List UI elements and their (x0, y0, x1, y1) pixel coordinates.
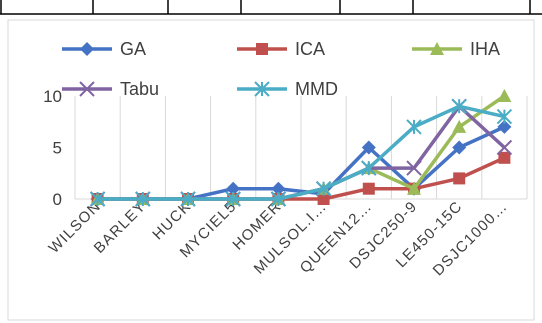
legend: GA ICA IHA Tabu MMD (62, 39, 500, 99)
legend-label: ICA (295, 39, 325, 59)
legend-item-iha: IHA (412, 39, 500, 59)
grid-lines (74, 96, 528, 199)
legend-item-ga: GA (62, 39, 146, 59)
data-point-ica (317, 193, 330, 205)
data-point-ga (497, 119, 512, 134)
legend-marker (80, 42, 94, 56)
legend-marker (254, 81, 270, 97)
data-point-ga (452, 140, 467, 155)
data-point-mmd (89, 191, 106, 207)
data-point-iha (497, 89, 512, 102)
series-line-mmd (97, 104, 505, 201)
data-point-ga (271, 181, 286, 196)
data-point-mmd (406, 119, 422, 135)
data-point-ga (226, 181, 241, 196)
data-point-mmd (270, 191, 287, 207)
series-layer (89, 89, 513, 207)
data-point-iha (407, 181, 421, 195)
legend-marker (256, 43, 268, 55)
data-point-ica (453, 172, 466, 185)
data-point-ica (498, 151, 511, 164)
data-point-mmd (315, 180, 332, 197)
data-point-mmd (180, 191, 196, 207)
legend-label: MMD (295, 79, 338, 99)
legend-label: IHA (470, 39, 500, 59)
legend-marker (430, 42, 444, 55)
table-border-strip (0, 0, 542, 15)
data-point-tabu (496, 139, 513, 156)
y-tick-label: 10 (43, 87, 62, 106)
y-tick-label: 0 (53, 190, 62, 209)
data-point-mmd (496, 108, 513, 125)
chart-frame (7, 19, 535, 321)
legend-label: GA (120, 39, 146, 59)
data-point-mmd (135, 191, 151, 207)
data-point-mmd (225, 191, 241, 207)
series-mmd (89, 98, 513, 207)
legend-item-tabu: Tabu (62, 79, 159, 99)
data-point-mmd (361, 160, 377, 176)
y-tick-label: 5 (53, 139, 62, 158)
legend-marker (79, 81, 95, 97)
data-point-ga (361, 140, 376, 155)
data-point-tabu (406, 160, 422, 176)
data-point-iha (452, 119, 467, 133)
legend-item-ica: ICA (237, 39, 325, 59)
legend-item-mmd: MMD (237, 79, 338, 99)
data-point-ica (362, 182, 375, 195)
data-point-mmd (451, 98, 467, 115)
legend-label: Tabu (120, 79, 159, 99)
